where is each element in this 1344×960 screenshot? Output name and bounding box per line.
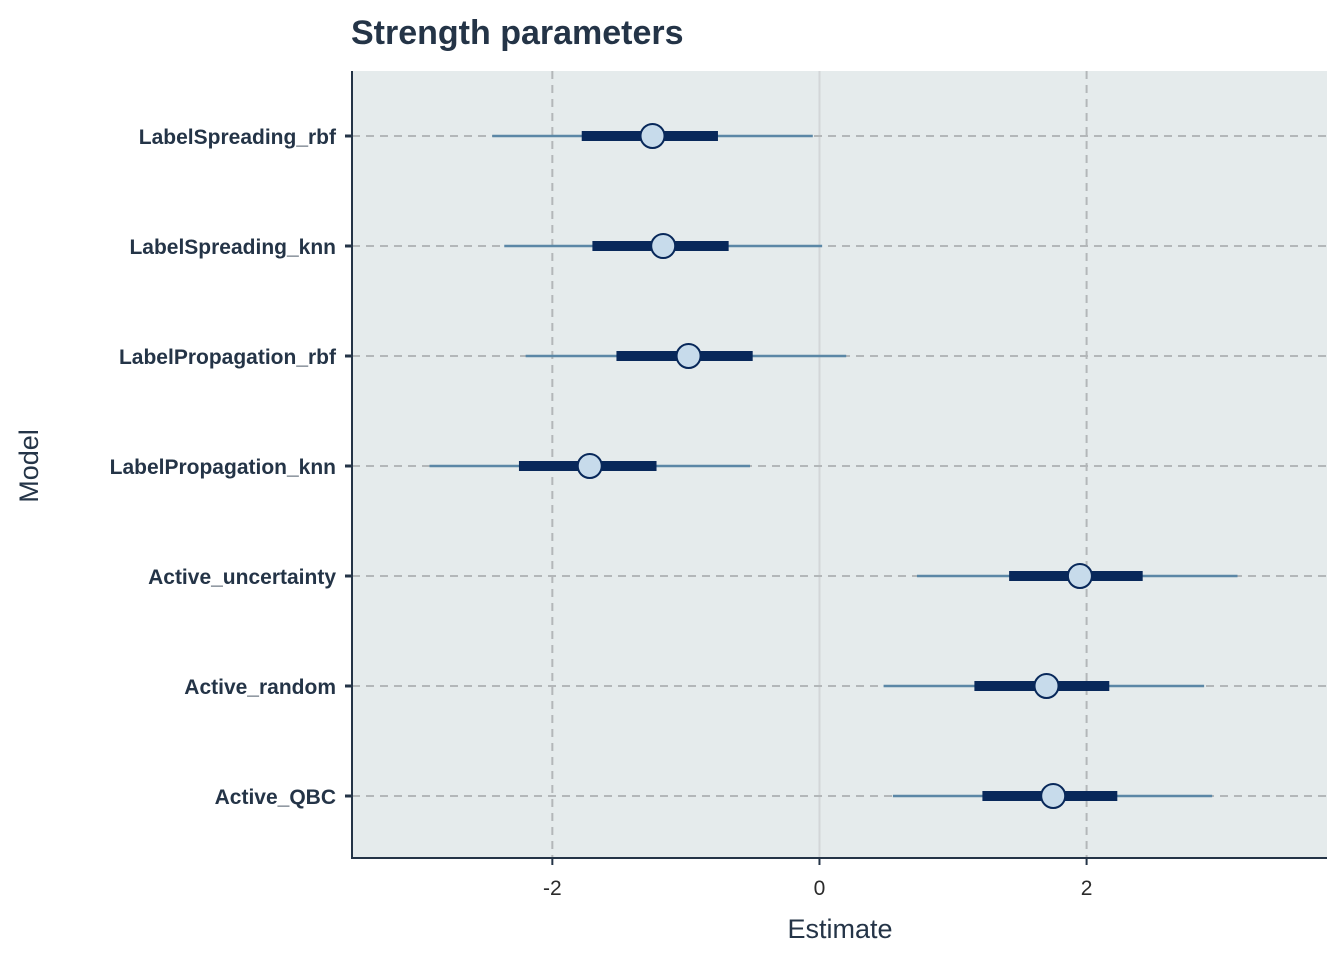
point-estimate (1033, 673, 1060, 699)
x-tick-label: 2 (1081, 877, 1093, 900)
plot-panel (352, 71, 1327, 858)
point-estimate (675, 343, 702, 369)
point-estimate (1040, 783, 1067, 809)
interval-marks (429, 123, 1238, 809)
point-estimate (576, 453, 603, 479)
y-tick-label: LabelPropagation_knn (110, 456, 336, 479)
y-axis-title: Model (14, 429, 44, 503)
y-tick-label: Active_QBC (215, 786, 336, 809)
point-estimate (650, 233, 677, 259)
y-tick-label: Active_random (184, 676, 336, 699)
point-estimate (1066, 563, 1093, 589)
x-axis-title: Estimate (787, 914, 892, 944)
y-tick-label: LabelSpreading_rbf (139, 126, 337, 149)
point-estimate (639, 123, 666, 149)
chart-title: Strength parameters (351, 14, 684, 52)
y-tick-label: LabelPropagation_rbf (119, 346, 337, 369)
x-tick-label: -2 (543, 877, 562, 900)
y-tick-label: Active_uncertainty (148, 566, 336, 589)
y-tick-label: LabelSpreading_knn (129, 236, 336, 259)
x-tick-labels: -2 0 2 (543, 858, 1092, 900)
x-tick-label: 0 (814, 877, 826, 900)
y-tick-labels: LabelSpreading_rbf LabelSpreading_knn Labe… (110, 126, 352, 809)
